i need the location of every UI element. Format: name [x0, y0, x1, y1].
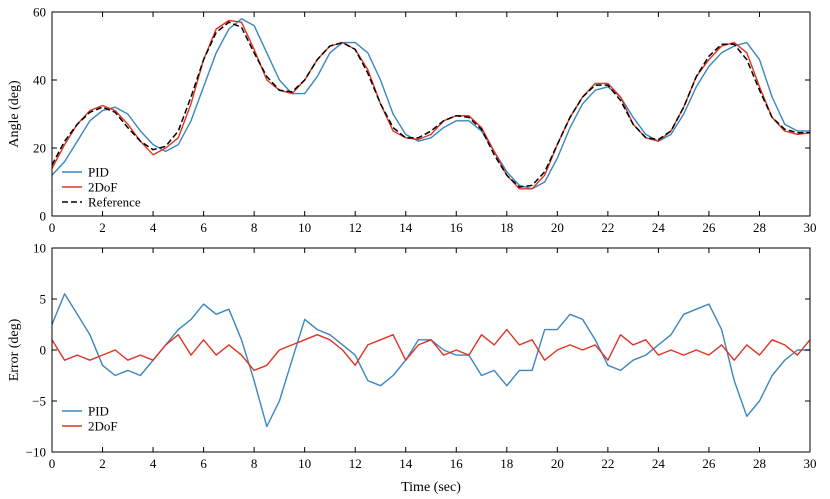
series-line-pid [52, 18, 810, 190]
x-tick-label: 24 [652, 220, 666, 235]
y-tick-label: 10 [33, 241, 46, 256]
x-tick-label: 6 [200, 220, 207, 235]
x-tick-label: 28 [753, 456, 766, 471]
x-tick-label: 2 [99, 456, 106, 471]
plot-frame [51, 11, 811, 217]
x-tick-label: 30 [804, 220, 817, 235]
series-line-2dof [52, 328, 810, 372]
x-tick-label: 30 [804, 456, 817, 471]
x-tick-label: 10 [298, 456, 311, 471]
y-tick-label: 20 [33, 141, 46, 156]
x-tick-label: 2 [99, 220, 106, 235]
x-tick-label: 16 [450, 456, 464, 471]
x-tick-label: 28 [753, 220, 766, 235]
x-tick-label: 18 [500, 220, 513, 235]
x-tick-label: 4 [150, 456, 157, 471]
series-line-2dof [52, 19, 810, 190]
y-tick-label: −10 [26, 445, 46, 460]
series-line-reference [52, 21, 810, 188]
y-tick-label: 0 [40, 209, 47, 224]
y-tick-label: 0 [40, 343, 47, 358]
x-tick-label: 26 [702, 220, 716, 235]
x-tick-label: 0 [49, 456, 56, 471]
x-tick-label: 24 [652, 456, 666, 471]
x-tick-label: 14 [399, 456, 413, 471]
y-tick-label: 60 [33, 5, 46, 20]
x-tick-label: 14 [399, 220, 413, 235]
y-axis-label: Angle (deg) [7, 80, 22, 148]
y-axis-label: Error (deg) [7, 318, 22, 381]
x-tick-label: 18 [500, 456, 513, 471]
x-tick-label: 6 [200, 456, 207, 471]
x-tick-label: 10 [298, 220, 311, 235]
y-tick-label: 5 [40, 292, 47, 307]
x-tick-label: 8 [251, 220, 258, 235]
series-line-pid [52, 293, 810, 428]
legend-label-2dof: 2DoF [88, 180, 118, 195]
x-tick-label: 20 [551, 220, 564, 235]
legend-label-2dof: 2DoF [88, 419, 118, 434]
x-axis-label: Time (sec) [401, 480, 461, 495]
x-tick-label: 4 [150, 220, 157, 235]
x-tick-label: 16 [450, 220, 464, 235]
x-tick-label: 12 [349, 456, 362, 471]
x-tick-label: 12 [349, 220, 362, 235]
y-tick-label: −5 [32, 394, 46, 409]
x-tick-label: 22 [601, 456, 614, 471]
x-tick-label: 8 [251, 456, 258, 471]
legend-label-pid: PID [88, 165, 109, 180]
y-tick-label: 40 [33, 73, 46, 88]
x-tick-label: 20 [551, 456, 564, 471]
legend-label-reference: Reference [88, 195, 141, 210]
legend-label-pid: PID [88, 404, 109, 419]
x-tick-label: 26 [702, 456, 716, 471]
x-tick-label: 22 [601, 220, 614, 235]
x-tick-label: 0 [49, 220, 56, 235]
